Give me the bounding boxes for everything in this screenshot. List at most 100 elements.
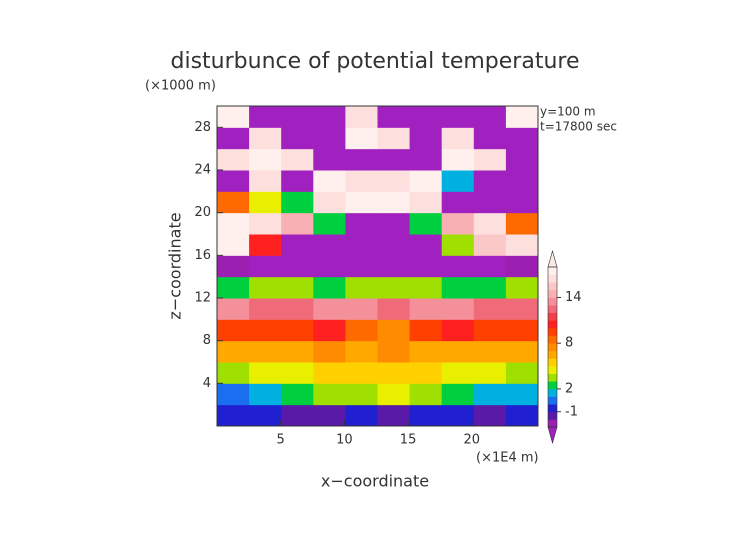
field-cell xyxy=(473,340,507,363)
y-tick-label: 4 xyxy=(203,376,211,391)
field-cell xyxy=(473,362,507,384)
field-cell xyxy=(505,404,539,427)
colorbar-segment xyxy=(548,289,557,298)
field-cell xyxy=(217,298,250,320)
field-cell xyxy=(505,170,539,192)
field-cell xyxy=(409,276,443,299)
field-cell xyxy=(281,319,314,342)
field-cell xyxy=(217,191,250,214)
field-cell xyxy=(441,127,475,150)
colorbar-frame xyxy=(547,266,558,428)
colorbar-segment xyxy=(548,312,557,321)
field-cell xyxy=(345,234,378,256)
field-cell xyxy=(441,340,475,363)
y-tick-label: 20 xyxy=(194,205,211,220)
annotation: t=17800 sec xyxy=(540,120,617,134)
field-cell xyxy=(377,127,411,150)
field-cell xyxy=(377,255,411,278)
field-cell xyxy=(217,255,250,278)
field-cell xyxy=(313,148,346,171)
colorbar-tick-label: 8 xyxy=(565,336,573,351)
field-cell xyxy=(473,276,507,299)
field-cell xyxy=(377,340,411,363)
field-cell xyxy=(505,127,539,150)
field-cell xyxy=(345,212,378,235)
field-cell xyxy=(505,255,539,278)
field-cell xyxy=(249,383,282,406)
field-cell xyxy=(473,255,507,278)
field-cell xyxy=(377,106,411,128)
field-cell xyxy=(441,234,475,256)
field-cell xyxy=(377,362,411,384)
field-cell xyxy=(377,234,411,256)
colorbar-under xyxy=(547,426,558,445)
field-cell xyxy=(441,106,475,128)
field-cell xyxy=(441,255,475,278)
field-cell xyxy=(441,383,475,406)
field-cell xyxy=(505,148,539,171)
colorbar-segment xyxy=(548,297,557,306)
colorbar-segment xyxy=(548,396,557,405)
field-cell xyxy=(313,319,346,342)
colorbar-segment xyxy=(548,305,557,314)
field-cell xyxy=(505,191,539,214)
colorbar-segment xyxy=(548,343,557,352)
field-cell xyxy=(217,170,250,192)
x-unit: (×1E4 m) xyxy=(476,451,539,466)
field-cell xyxy=(473,234,507,256)
colorbar-segment xyxy=(548,320,557,329)
field-cell xyxy=(281,127,314,150)
field-cell xyxy=(409,212,443,235)
field-cell xyxy=(217,212,250,235)
field-cell xyxy=(217,383,250,406)
field-cell xyxy=(217,276,250,299)
field-cell xyxy=(249,362,282,384)
field-cell xyxy=(281,340,314,363)
field-cell xyxy=(473,127,507,150)
field-cell xyxy=(281,191,314,214)
field-cell xyxy=(377,276,411,299)
field-cell xyxy=(313,362,346,384)
field-cell xyxy=(249,255,282,278)
field-cell xyxy=(409,191,443,214)
field-cell xyxy=(313,212,346,235)
field-cell xyxy=(249,319,282,342)
field-cell xyxy=(377,298,411,320)
field-cell xyxy=(377,148,411,171)
colorbar-segment xyxy=(548,388,557,397)
field-cell xyxy=(345,106,378,128)
colorbar-segment xyxy=(548,366,557,374)
field-cell xyxy=(505,362,539,384)
field-cell xyxy=(345,127,378,150)
field-cell xyxy=(377,319,411,342)
field-cell xyxy=(505,276,539,299)
colorbar-tick-label: 14 xyxy=(565,290,582,305)
field-cell xyxy=(441,170,475,192)
field-cell xyxy=(505,298,539,320)
field-cell xyxy=(281,148,314,171)
field-cell xyxy=(313,170,346,192)
field-cell xyxy=(281,383,314,406)
colorbar-tick-label: 2 xyxy=(565,381,573,396)
field-cell xyxy=(281,234,314,256)
colorbar-segment xyxy=(548,373,557,382)
field-cell xyxy=(345,383,378,406)
field-cell xyxy=(249,127,282,150)
field-cell xyxy=(473,383,507,406)
field-cell xyxy=(441,212,475,235)
colorbar-segment xyxy=(548,358,557,367)
y-tick-label: 12 xyxy=(194,291,211,306)
field-cell xyxy=(377,383,411,406)
field-cell xyxy=(249,404,282,427)
field-cell xyxy=(345,148,378,171)
field-cell xyxy=(249,106,282,128)
annotation: y=100 m xyxy=(540,105,596,119)
field-cell xyxy=(441,319,475,342)
field-cell xyxy=(377,212,411,235)
colorbar-segment xyxy=(548,335,557,344)
field-cell xyxy=(345,319,378,342)
field-cell xyxy=(409,148,443,171)
field-cell xyxy=(217,234,250,256)
field-cell xyxy=(409,255,443,278)
